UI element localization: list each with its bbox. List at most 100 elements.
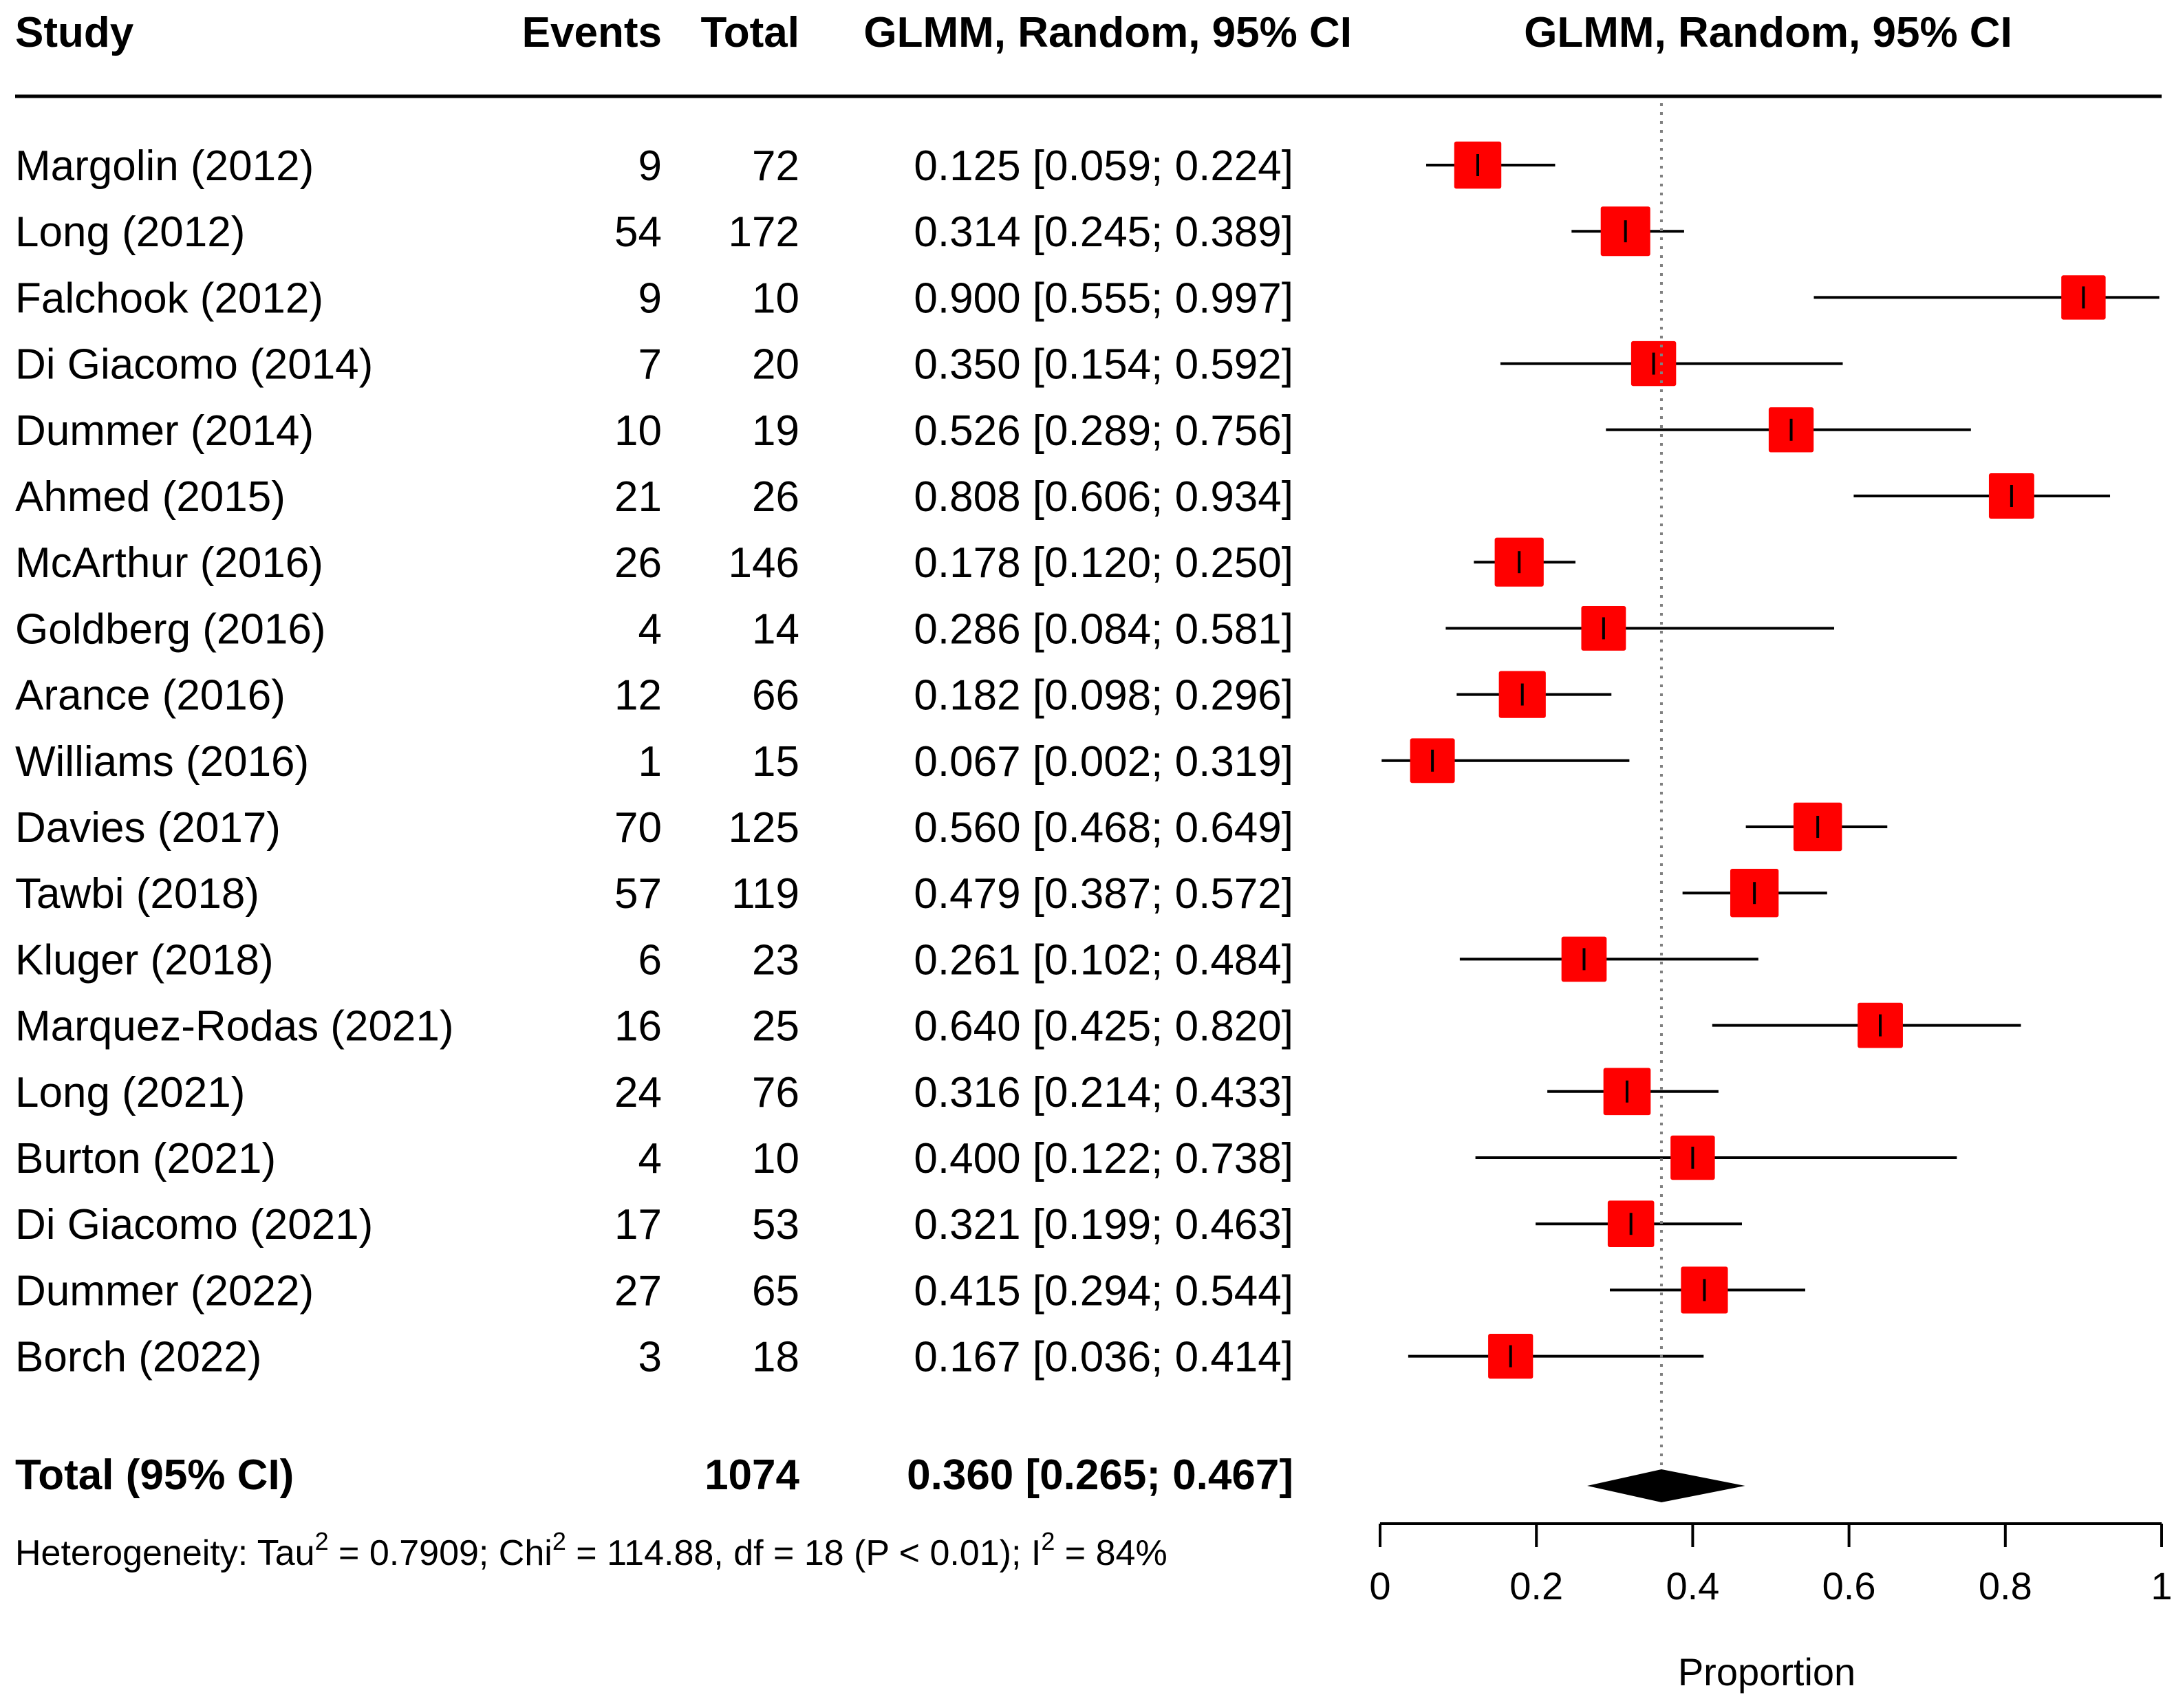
study-events: 10 bbox=[614, 407, 662, 455]
study-total: 119 bbox=[731, 870, 799, 918]
study-events: 4 bbox=[638, 605, 662, 653]
study-total: 18 bbox=[752, 1334, 799, 1381]
heterogeneity-text: Heterogeneity: Tau2 = 0.7909; Chi2 = 114… bbox=[15, 1527, 1167, 1573]
study-events: 9 bbox=[638, 142, 662, 190]
pooled-ci: 0.360 [0.265; 0.467] bbox=[907, 1451, 1293, 1499]
plot-graphics: 0 0.2 0.4 0.6 0.8 1 bbox=[1369, 103, 2173, 1608]
study-total: 76 bbox=[752, 1069, 799, 1116]
study-ci: 0.261 [0.102; 0.484] bbox=[914, 936, 1293, 984]
study-label: Tawbi (2018) bbox=[15, 870, 259, 918]
het-tau-value: = 0.7909; Chi bbox=[329, 1533, 552, 1573]
study-label: Margolin (2012) bbox=[15, 142, 314, 190]
study-events: 12 bbox=[614, 672, 662, 720]
study-ci: 0.808 [0.606; 0.934] bbox=[914, 473, 1293, 521]
study-ci: 0.560 [0.468; 0.649] bbox=[914, 804, 1293, 852]
study-label: Arance (2016) bbox=[15, 672, 286, 720]
study-events: 16 bbox=[614, 1003, 662, 1050]
study-events: 26 bbox=[614, 539, 662, 587]
het-i-sup: 2 bbox=[1041, 1527, 1055, 1555]
study-total: 172 bbox=[729, 208, 799, 256]
study-ci: 0.286 [0.084; 0.581] bbox=[914, 605, 1293, 653]
study-total: 10 bbox=[752, 274, 799, 322]
study-label: Falchook (2012) bbox=[15, 274, 323, 322]
header-plot-column: GLMM, Random, 95% CI bbox=[1524, 9, 2012, 56]
study-label: Kluger (2018) bbox=[15, 936, 274, 984]
het-chi-sup: 2 bbox=[552, 1527, 566, 1555]
x-tick-label: 1 bbox=[2151, 1564, 2172, 1608]
study-label: Di Giacomo (2014) bbox=[15, 341, 373, 389]
study-total: 25 bbox=[752, 1003, 799, 1050]
het-tau-sup: 2 bbox=[315, 1527, 329, 1555]
study-events: 21 bbox=[614, 473, 662, 521]
study-label: Long (2021) bbox=[15, 1069, 245, 1116]
het-i-value: = 84% bbox=[1055, 1533, 1167, 1573]
study-label: Marquez-Rodas (2021) bbox=[15, 1003, 454, 1050]
study-ci: 0.067 [0.002; 0.319] bbox=[914, 738, 1293, 786]
x-axis-label: Proportion bbox=[1678, 1650, 1855, 1694]
study-events: 1 bbox=[638, 738, 662, 786]
x-tick-label: 0 bbox=[1369, 1564, 1390, 1608]
study-ci: 0.350 [0.154; 0.592] bbox=[914, 341, 1293, 389]
x-tick-label: 0.6 bbox=[1822, 1564, 1876, 1608]
study-ci: 0.167 [0.036; 0.414] bbox=[914, 1334, 1293, 1381]
pooled-total: 1074 bbox=[704, 1451, 799, 1499]
study-ci: 0.314 [0.245; 0.389] bbox=[914, 208, 1293, 256]
study-label: Borch (2022) bbox=[15, 1334, 261, 1381]
x-tick-label: 0.2 bbox=[1509, 1564, 1563, 1608]
study-total: 65 bbox=[752, 1267, 799, 1315]
x-tick-label: 0.8 bbox=[1979, 1564, 2032, 1608]
study-total: 20 bbox=[752, 341, 799, 389]
x-tick-label: 0.4 bbox=[1666, 1564, 1719, 1608]
study-ci: 0.182 [0.098; 0.296] bbox=[914, 672, 1293, 720]
study-label: Burton (2021) bbox=[15, 1135, 276, 1182]
study-events: 3 bbox=[638, 1334, 662, 1381]
study-ci: 0.178 [0.120; 0.250] bbox=[914, 539, 1293, 587]
study-label: Dummer (2022) bbox=[15, 1267, 314, 1315]
header-total: Total bbox=[701, 9, 800, 56]
study-label: Long (2012) bbox=[15, 208, 245, 256]
study-events: 4 bbox=[638, 1135, 662, 1182]
study-label: Dummer (2014) bbox=[15, 407, 314, 455]
study-total: 53 bbox=[752, 1201, 799, 1248]
study-ci: 0.900 [0.555; 0.997] bbox=[914, 274, 1293, 322]
study-events: 24 bbox=[614, 1069, 662, 1116]
study-ci: 0.526 [0.289; 0.756] bbox=[914, 407, 1293, 455]
study-events: 6 bbox=[638, 936, 662, 984]
pooled-diamond bbox=[1587, 1469, 1745, 1502]
study-events: 9 bbox=[638, 274, 662, 322]
header-events: Events bbox=[522, 9, 662, 56]
study-ci: 0.640 [0.425; 0.820] bbox=[914, 1003, 1293, 1050]
study-ci: 0.479 [0.387; 0.572] bbox=[914, 870, 1293, 918]
study-total: 23 bbox=[752, 936, 799, 984]
study-ci: 0.321 [0.199; 0.463] bbox=[914, 1201, 1293, 1248]
study-events: 70 bbox=[614, 804, 662, 852]
study-total: 72 bbox=[752, 142, 799, 190]
study-label: Ahmed (2015) bbox=[15, 473, 286, 521]
study-total: 26 bbox=[752, 473, 799, 521]
study-total: 66 bbox=[752, 672, 799, 720]
study-label: Goldberg (2016) bbox=[15, 605, 326, 653]
study-label: McArthur (2016) bbox=[15, 539, 323, 587]
header-study: Study bbox=[15, 9, 134, 56]
study-events: 54 bbox=[614, 208, 662, 256]
header-ci-column: GLMM, Random, 95% CI bbox=[863, 9, 1352, 56]
study-ci: 0.316 [0.214; 0.433] bbox=[914, 1069, 1293, 1116]
study-ci: 0.415 [0.294; 0.544] bbox=[914, 1267, 1293, 1315]
study-ci: 0.400 [0.122; 0.738] bbox=[914, 1135, 1293, 1182]
study-total: 125 bbox=[729, 804, 799, 852]
study-ci: 0.125 [0.059; 0.224] bbox=[914, 142, 1293, 190]
study-label: Williams (2016) bbox=[15, 738, 309, 786]
pooled-label: Total (95% CI) bbox=[15, 1451, 294, 1499]
study-events: 57 bbox=[614, 870, 662, 918]
study-label: Davies (2017) bbox=[15, 804, 281, 852]
study-events: 27 bbox=[614, 1267, 662, 1315]
study-total: 19 bbox=[752, 407, 799, 455]
study-rows: Margolin (2012) 9 72 0.125 [0.059; 0.224] Lo… bbox=[15, 141, 2160, 1381]
study-events: 17 bbox=[614, 1201, 662, 1248]
het-chi-value: = 114.88, df = 18 (P < 0.01); I bbox=[566, 1533, 1041, 1573]
het-prefix: Heterogeneity: Tau bbox=[15, 1533, 315, 1573]
study-total: 146 bbox=[729, 539, 799, 587]
study-label: Di Giacomo (2021) bbox=[15, 1201, 373, 1248]
study-events: 7 bbox=[638, 341, 662, 389]
